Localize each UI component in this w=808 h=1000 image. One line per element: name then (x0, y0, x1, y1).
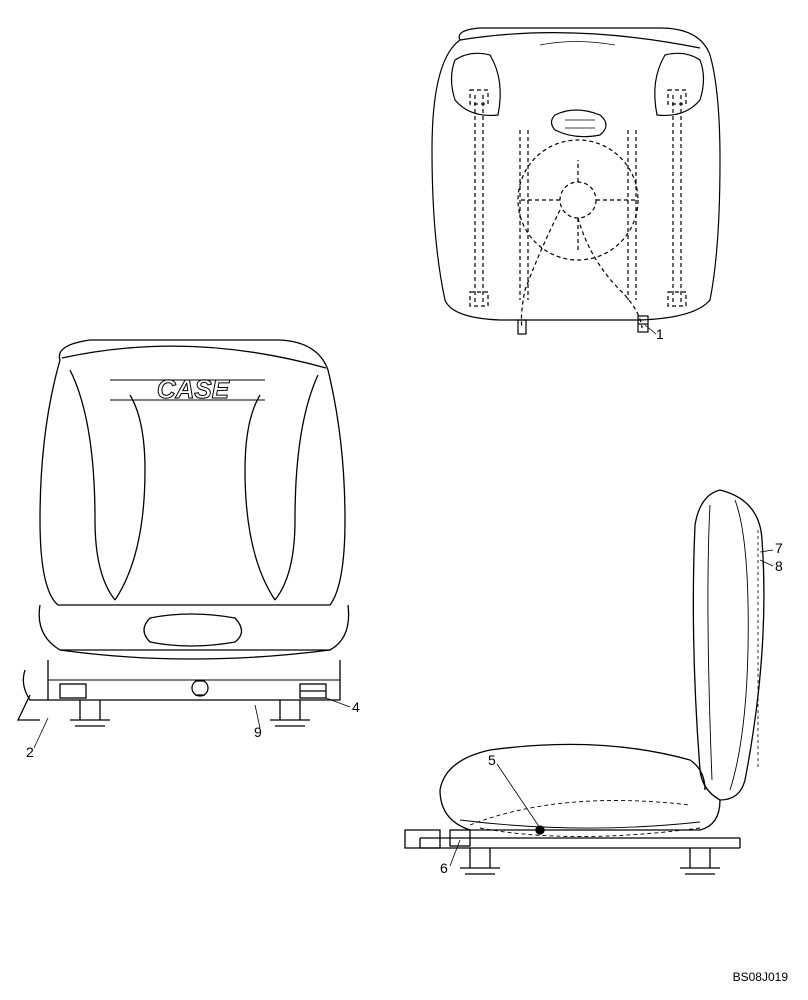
callout-2: 2 (26, 744, 34, 760)
callout-4: 4 (352, 699, 360, 715)
side-view (0, 0, 808, 1000)
callout-5: 5 (488, 752, 496, 768)
callout-1: 1 (656, 326, 664, 342)
callout-7: 7 (775, 540, 783, 556)
callout-8: 8 (775, 558, 783, 574)
callout-6: 6 (440, 860, 448, 876)
document-id: BS08J019 (733, 970, 788, 984)
callout-9: 9 (254, 724, 262, 740)
